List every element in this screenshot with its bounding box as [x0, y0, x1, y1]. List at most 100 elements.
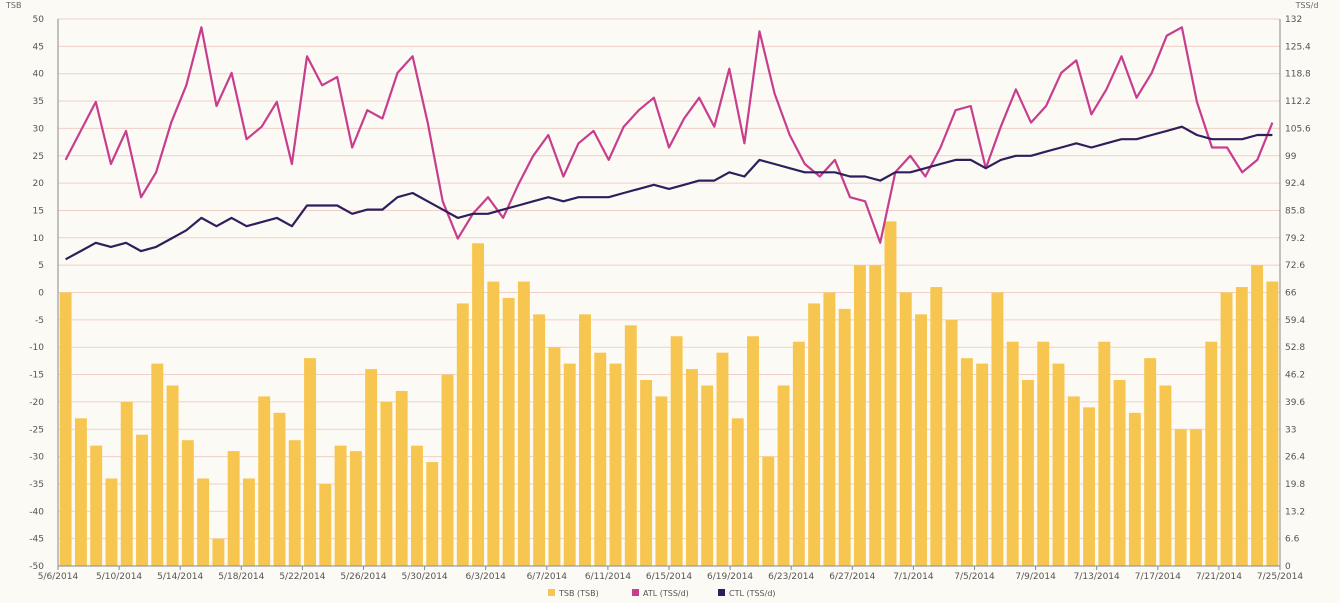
tsb-bar — [472, 243, 485, 566]
ctl-line — [65, 125, 1273, 261]
tsb-bar — [655, 396, 668, 566]
y-right-tick-label: 0 — [1285, 562, 1291, 572]
tsb-bar — [884, 221, 897, 566]
tsb-bar — [105, 478, 118, 566]
legend-label: CTL (TSS/d) — [729, 589, 776, 598]
tsb-bar — [1083, 407, 1096, 566]
tsb-bar — [166, 385, 179, 566]
tsb-bar — [319, 483, 332, 566]
x-tick-label: 7/13/2014 — [1074, 572, 1120, 582]
tsb-bar — [624, 325, 637, 566]
tsb-bar — [395, 390, 408, 566]
tsb-bar — [59, 292, 72, 566]
tsb-bar — [212, 538, 225, 566]
tsb-bar — [1098, 341, 1111, 566]
tsb-bar — [1235, 287, 1248, 566]
tsb-bar — [1266, 281, 1279, 566]
y-left-tick-label: 15 — [33, 206, 44, 216]
y-right-tick-label: 85.8 — [1285, 206, 1305, 216]
tsb-bar — [838, 308, 851, 566]
tsb-bar — [1006, 341, 1019, 566]
tsb-bar — [349, 451, 362, 566]
tsb-bar — [609, 363, 622, 566]
tsb-bar — [304, 358, 316, 566]
tsb-bar — [1128, 412, 1141, 566]
tsb-bar — [517, 281, 530, 566]
x-tick-label: 7/5/2014 — [954, 572, 995, 582]
x-tick-label: 6/19/2014 — [707, 572, 753, 582]
tsb-bar — [685, 369, 698, 566]
tsb-bar — [1037, 341, 1050, 566]
tsb-bars — [59, 221, 1279, 566]
y-right-tick-label: 66 — [1285, 289, 1297, 299]
tsb-bar — [1113, 380, 1126, 566]
y-right-tick-label: 46.2 — [1285, 371, 1305, 381]
legend-swatch — [718, 589, 725, 596]
tsb-bar — [579, 314, 591, 566]
y-left-tick-label: 5 — [38, 261, 44, 271]
x-tick-label: 5/6/2014 — [38, 572, 79, 582]
x-tick-label: 6/7/2014 — [527, 572, 568, 582]
y-left-tick-label: 0 — [38, 289, 44, 299]
y-left-tick-label: -45 — [29, 535, 44, 545]
y-left-tick-label: -40 — [29, 507, 44, 517]
y-right-tick-label: 105.6 — [1285, 124, 1311, 134]
y-left-axis-title: TSB — [5, 1, 21, 10]
tsb-bar — [1052, 363, 1065, 566]
y-left-tick-label: -15 — [29, 371, 44, 381]
y-left-tick-label: -50 — [29, 562, 44, 572]
axes: 50454035302520151050-5-10-15-20-25-30-35… — [29, 15, 1311, 582]
tsb-bar — [487, 281, 500, 566]
tsb-bar — [1022, 380, 1034, 566]
tsb-bar — [701, 385, 714, 566]
tsb-bar — [365, 369, 378, 566]
y-right-tick-label: 33 — [1285, 425, 1296, 435]
x-tick-label: 5/30/2014 — [402, 572, 448, 582]
tsb-bar — [1174, 429, 1187, 566]
y-right-tick-label: 52.8 — [1285, 343, 1305, 353]
y-left-tick-label: 30 — [33, 124, 45, 134]
x-tick-label: 5/22/2014 — [279, 572, 325, 582]
y-right-tick-label: 79.2 — [1285, 234, 1305, 244]
tsb-bar — [411, 445, 423, 566]
y-left-tick-label: -5 — [35, 316, 44, 326]
tsb-bar — [960, 358, 973, 566]
x-tick-label: 7/25/2014 — [1257, 572, 1303, 582]
x-tick-label: 6/27/2014 — [829, 572, 875, 582]
tsb-bar — [258, 396, 271, 566]
x-tick-label: 6/15/2014 — [646, 572, 692, 582]
tsb-bar — [74, 418, 87, 566]
y-right-tick-label: 99 — [1285, 152, 1297, 162]
legend-swatch — [632, 589, 639, 596]
y-left-tick-label: -25 — [29, 425, 44, 435]
tsb-bar — [136, 434, 148, 566]
legend-label: TSB (TSB) — [558, 589, 599, 598]
tsb-bar — [548, 347, 561, 566]
x-tick-label: 7/1/2014 — [893, 572, 934, 582]
y-right-tick-label: 125.4 — [1285, 42, 1311, 52]
tsb-bar — [1144, 358, 1157, 566]
x-tick-label: 5/10/2014 — [96, 572, 142, 582]
y-left-tick-label: -10 — [29, 343, 44, 353]
y-right-axis-title: TSS/d — [1295, 1, 1319, 10]
tsb-bar — [533, 314, 546, 566]
tsb-bar — [976, 363, 989, 566]
tsb-bar — [380, 401, 393, 566]
x-tick-label: 5/18/2014 — [218, 572, 264, 582]
y-left-tick-label: -30 — [29, 453, 44, 463]
tsb-bar — [1205, 341, 1218, 566]
legend-swatch — [548, 589, 555, 596]
tsb-bar — [762, 456, 775, 566]
tsb-bar — [151, 363, 164, 566]
y-left-tick-label: -20 — [29, 398, 44, 408]
tsb-bar — [915, 314, 927, 566]
y-right-tick-label: 72.6 — [1285, 261, 1305, 271]
y-right-tick-label: 132 — [1285, 15, 1302, 25]
gridlines — [58, 18, 1280, 567]
y-left-tick-label: 20 — [33, 179, 45, 189]
tsb-bar — [242, 478, 255, 566]
tsb-bar — [288, 440, 301, 566]
tsb-bar — [640, 380, 653, 566]
